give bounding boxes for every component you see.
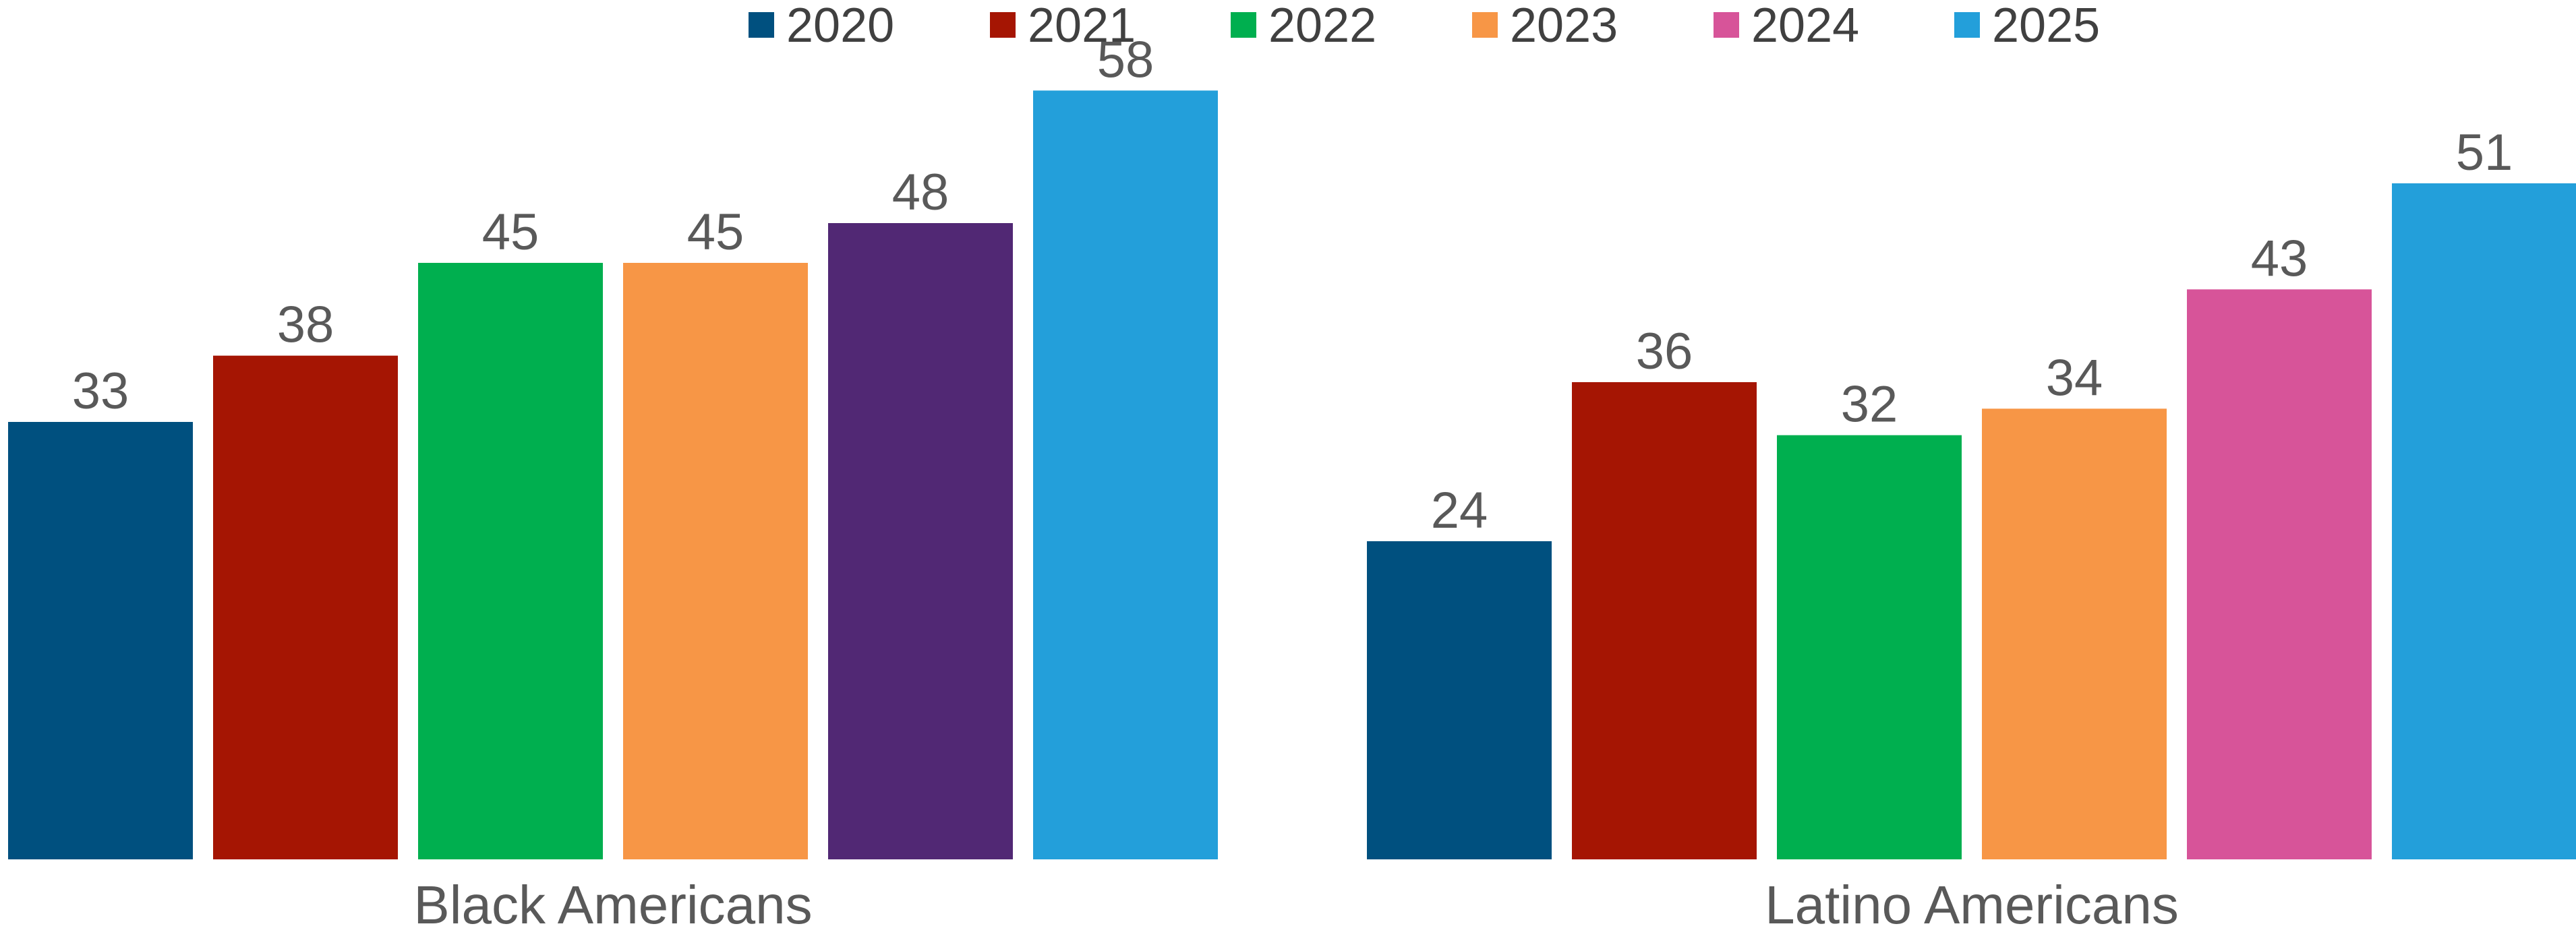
data-label-latino-americans-2024: 43 bbox=[2251, 230, 2308, 287]
bar-black-americans-2024 bbox=[828, 223, 1013, 859]
legend-label-2025: 2025 bbox=[1992, 0, 2100, 53]
legend-swatch-2025 bbox=[1954, 12, 1980, 38]
data-label-black-americans-2025: 58 bbox=[1097, 31, 1154, 88]
bar-black-americans-2023 bbox=[623, 263, 808, 859]
bar-black-americans-2021 bbox=[213, 355, 398, 859]
data-label-latino-americans-2025: 51 bbox=[2456, 124, 2513, 181]
legend-label-2024: 2024 bbox=[1751, 0, 1859, 53]
bar-black-americans-2025 bbox=[1033, 90, 1218, 859]
data-label-latino-americans-2022: 32 bbox=[1841, 376, 1898, 433]
data-label-black-americans-2022: 45 bbox=[482, 204, 539, 261]
bar-black-americans-2020 bbox=[8, 422, 193, 859]
data-label-latino-americans-2020: 24 bbox=[1431, 482, 1488, 539]
bar-latino-americans-2023 bbox=[1982, 408, 2167, 859]
legend-swatch-2021 bbox=[990, 12, 1016, 38]
bar-latino-americans-2025 bbox=[2392, 183, 2576, 859]
chart-legend: 2020 2021 2022 2023 2024 2025 bbox=[749, 0, 2100, 53]
category-label-black-americans: Black Americans bbox=[413, 875, 812, 935]
legend-swatch-2020 bbox=[749, 12, 774, 38]
legend-swatch-2024 bbox=[1714, 12, 1739, 38]
bar-latino-americans-2024 bbox=[2187, 289, 2372, 859]
category-label-latino-americans: Latino Americans bbox=[1765, 875, 2179, 935]
legend-label-2021: 2021 bbox=[1028, 0, 1136, 53]
legend-label-2023: 2023 bbox=[1510, 0, 1618, 53]
data-label-black-americans-2023: 45 bbox=[687, 204, 744, 261]
bar-black-americans-2022 bbox=[418, 263, 603, 859]
bar-latino-americans-2021 bbox=[1572, 382, 1757, 859]
data-label-black-americans-2021: 38 bbox=[277, 297, 334, 354]
data-label-latino-americans-2023: 34 bbox=[2046, 349, 2103, 406]
bar-latino-americans-2022 bbox=[1777, 435, 1962, 859]
data-label-black-americans-2020: 33 bbox=[72, 363, 129, 420]
legend-swatch-2023 bbox=[1472, 12, 1498, 38]
category-axis-labels: Black Americans Latino Americans bbox=[413, 875, 2179, 935]
bar-groups bbox=[8, 90, 2576, 859]
data-label-black-americans-2024: 48 bbox=[892, 164, 949, 221]
bar-latino-americans-2020 bbox=[1367, 541, 1552, 859]
legend-label-2020: 2020 bbox=[786, 0, 894, 53]
legend-label-2022: 2022 bbox=[1268, 0, 1376, 53]
legend-swatch-2022 bbox=[1231, 12, 1256, 38]
data-labels: 33 38 45 45 48 58 24 36 32 34 43 51 bbox=[72, 31, 2513, 539]
data-label-latino-americans-2021: 36 bbox=[1636, 323, 1693, 380]
